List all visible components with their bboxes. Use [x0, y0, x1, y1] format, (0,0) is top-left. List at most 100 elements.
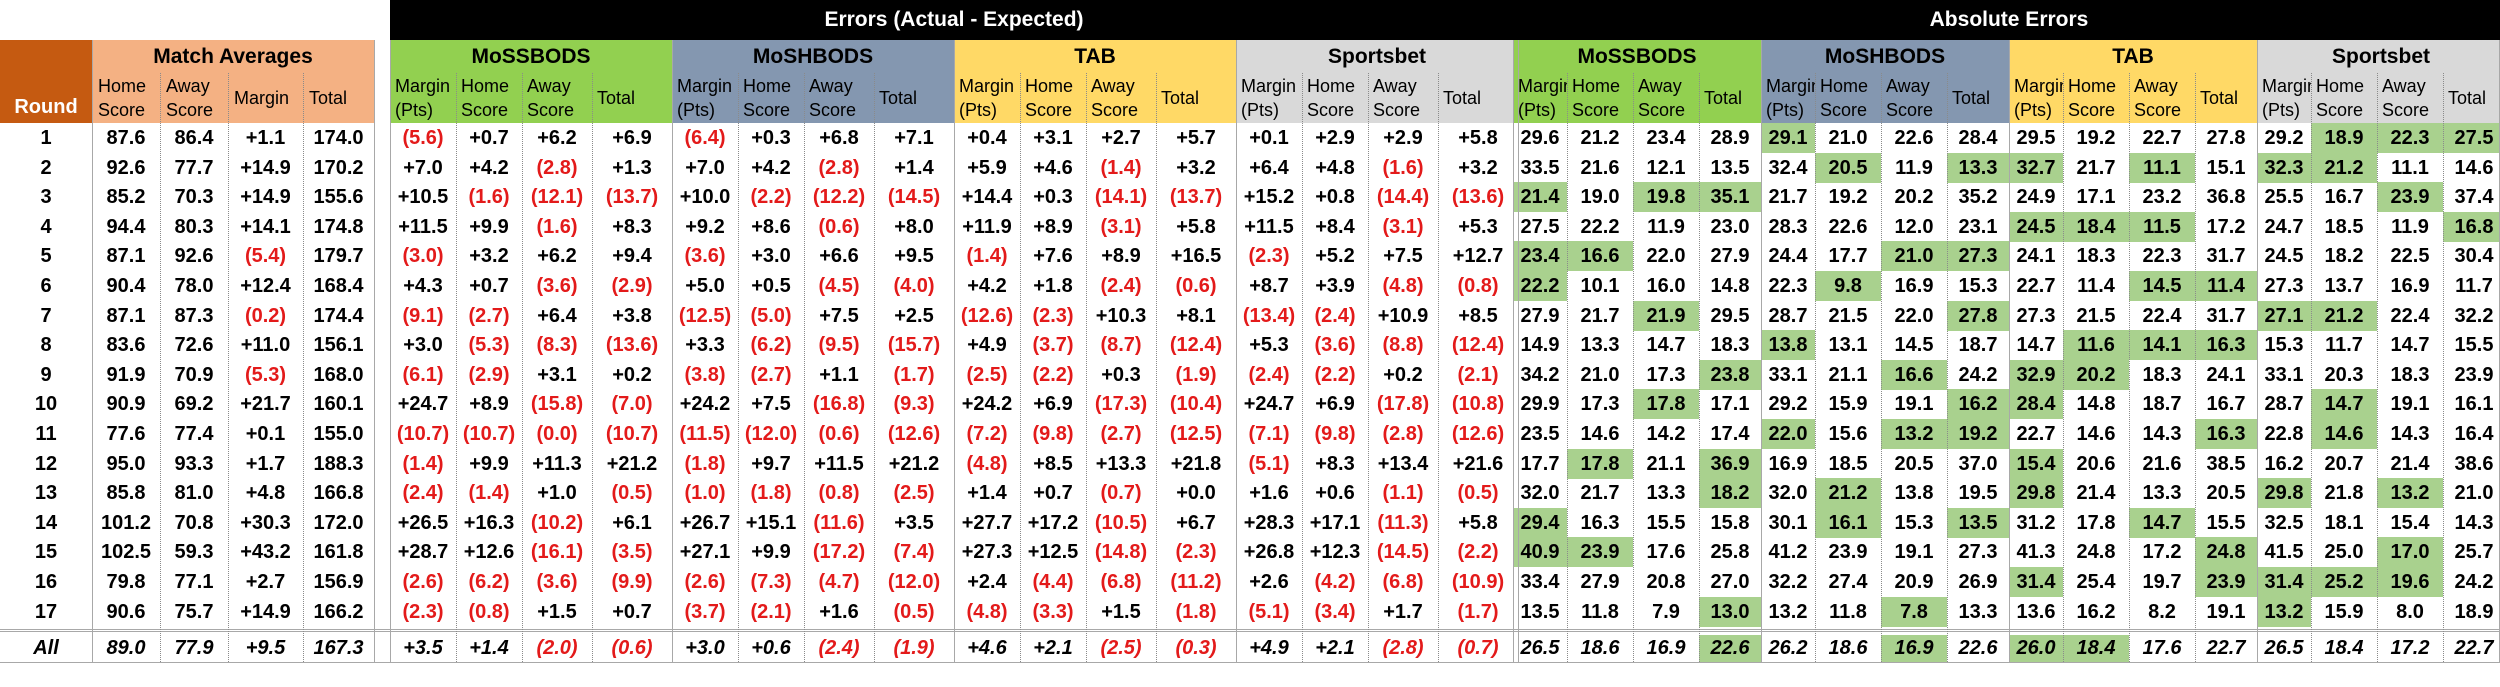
grid-line-dotted — [1086, 73, 1087, 662]
error-cell: (8.8) — [1382, 333, 1424, 356]
error-cell: (6.2) — [750, 333, 792, 356]
column-header-line: Home — [2316, 76, 2365, 96]
grid-line-dotted — [1368, 73, 1369, 662]
abs-error-cell: 24.5 — [2016, 215, 2056, 238]
column-header-line: Home — [1572, 76, 1621, 96]
error-cell: (2.8) — [536, 156, 578, 179]
round-number: 2 — [40, 156, 52, 179]
error-cell: +3.1 — [1033, 126, 1073, 149]
all-abs-error-cell: 22.6 — [1710, 637, 1750, 659]
error-cell: +5.8 — [1458, 511, 1498, 534]
error-cell: +5.3 — [1249, 333, 1289, 356]
best-value-highlight — [1699, 182, 1761, 212]
abs-error-cell: 19.0 — [1580, 185, 1620, 208]
best-value-highlight — [2063, 212, 2129, 242]
abs-error-cell: 15.4 — [2016, 452, 2056, 475]
error-cell: +0.0 — [1176, 481, 1216, 504]
best-value-highlight — [2063, 330, 2129, 360]
best-value-highlight — [2195, 330, 2257, 360]
match-average-cell: 156.1 — [313, 333, 364, 356]
abs-error-cell: 13.1 — [1828, 333, 1868, 356]
error-cell: (2.2) — [1457, 540, 1499, 563]
error-cell: (10.2) — [530, 511, 584, 534]
abs-error-cell: 21.2 — [2324, 156, 2364, 179]
abs-error-cell: 23.9 — [2454, 363, 2494, 386]
column-header-line: Total — [2200, 88, 2239, 108]
abs-error-cell: 20.8 — [1646, 570, 1686, 593]
abs-error-cell: 32.7 — [2016, 156, 2056, 179]
column-header-line: Margin — [2262, 76, 2318, 96]
errors-column-header: Away Score — [804, 73, 874, 123]
grid-line-dotted — [2443, 73, 2444, 662]
abs-error-cell: 27.8 — [1958, 304, 1998, 327]
absolute-errors-band-title: Absolute Errors — [1513, 0, 2500, 40]
abs-error-cell: 14.8 — [2076, 392, 2116, 415]
all-error-cell: +3.5 — [403, 637, 443, 659]
abs-error-cell: 17.2 — [2206, 215, 2246, 238]
errors-column-header: Total — [1156, 73, 1236, 123]
round-number: 14 — [34, 511, 58, 534]
match-average-cell: (0.2) — [244, 304, 287, 327]
best-value-highlight — [2009, 449, 2063, 479]
abs-error-cell: 32.2 — [2454, 304, 2494, 327]
abs-error-cell: 22.8 — [2264, 422, 2304, 445]
error-cell: (2.1) — [1457, 363, 1499, 386]
abs-error-cell: 23.9 — [1580, 540, 1620, 563]
error-cell: +2.6 — [1249, 570, 1289, 593]
errors-column-header: Home Score — [1302, 73, 1368, 123]
grid-line-dotted — [874, 73, 875, 662]
error-cell: +28.7 — [397, 540, 449, 563]
best-value-highlight — [1947, 508, 2009, 538]
error-cell: (14.5) — [887, 185, 941, 208]
error-cell: +5.3 — [1458, 215, 1498, 238]
all-error-cell: +0.6 — [751, 637, 791, 659]
error-cell: (2.7) — [750, 363, 792, 386]
abs-error-cell: 20.5 — [1828, 156, 1868, 179]
match-average-cell: 77.4 — [174, 422, 214, 445]
grid-line — [2009, 40, 2010, 662]
error-cell: +11.9 — [962, 215, 1012, 238]
abs-error-cell: 31.7 — [2206, 244, 2246, 267]
match-average-cell: 80.3 — [174, 215, 214, 238]
round-number: 10 — [34, 392, 58, 415]
match-average-cell: 87.1 — [106, 244, 146, 267]
match-average-cell: +14.9 — [240, 600, 291, 623]
abs-error-cell: 16.6 — [1580, 244, 1620, 267]
abs-error-cell: 21.1 — [1828, 363, 1868, 386]
error-cell: (8.7) — [1100, 333, 1142, 356]
abs-error-cell: 29.1 — [1768, 126, 1808, 149]
column-header-line: Score — [1638, 100, 1686, 120]
grid-line-dotted — [1567, 73, 1568, 662]
error-cell: (12.5) — [678, 304, 732, 327]
abs-error-cell: 13.3 — [1958, 600, 1998, 623]
grid-line-dotted — [2377, 73, 2378, 662]
best-value-highlight — [2377, 182, 2443, 212]
abs-error-cell: 41.3 — [2016, 540, 2056, 563]
round-number: 8 — [40, 333, 52, 356]
abs-error-cell: 31.7 — [2206, 304, 2246, 327]
abs-error-cell: 27.3 — [1958, 540, 1998, 563]
grid-line-dotted — [1633, 73, 1634, 662]
abs-error-cell: 35.2 — [1958, 185, 1998, 208]
error-cell: (3.8) — [684, 363, 726, 386]
abs-error-cell: 27.0 — [1710, 570, 1750, 593]
error-cell: (2.4) — [1314, 304, 1356, 327]
round-number: 7 — [40, 304, 52, 327]
match-average-cell: 90.6 — [106, 600, 146, 623]
abs-error-cell: 10.1 — [1580, 274, 1620, 297]
abs-error-cell: 11.7 — [2455, 274, 2493, 297]
abs-error-cell: 14.8 — [1710, 274, 1750, 297]
abs-error-cell: 17.7 — [1520, 452, 1560, 475]
abs-error-cell: 19.7 — [2142, 570, 2182, 593]
abs-error-cell: 14.6 — [2076, 422, 2116, 445]
column-header-line: Score — [527, 100, 575, 120]
error-cell: (11.2) — [1170, 570, 1222, 593]
abs-error-cell: 29.9 — [1520, 392, 1560, 415]
abs-errors-column-header: Home Score — [2311, 73, 2377, 123]
match-average-cell: 70.8 — [174, 511, 214, 534]
abs-error-cell: 20.2 — [2076, 363, 2116, 386]
error-cell: +10.5 — [397, 185, 449, 208]
abs-error-cell: 15.5 — [1646, 511, 1686, 534]
error-cell: (7.1) — [1248, 422, 1290, 445]
abs-errors-column-header: Total — [1699, 73, 1761, 123]
